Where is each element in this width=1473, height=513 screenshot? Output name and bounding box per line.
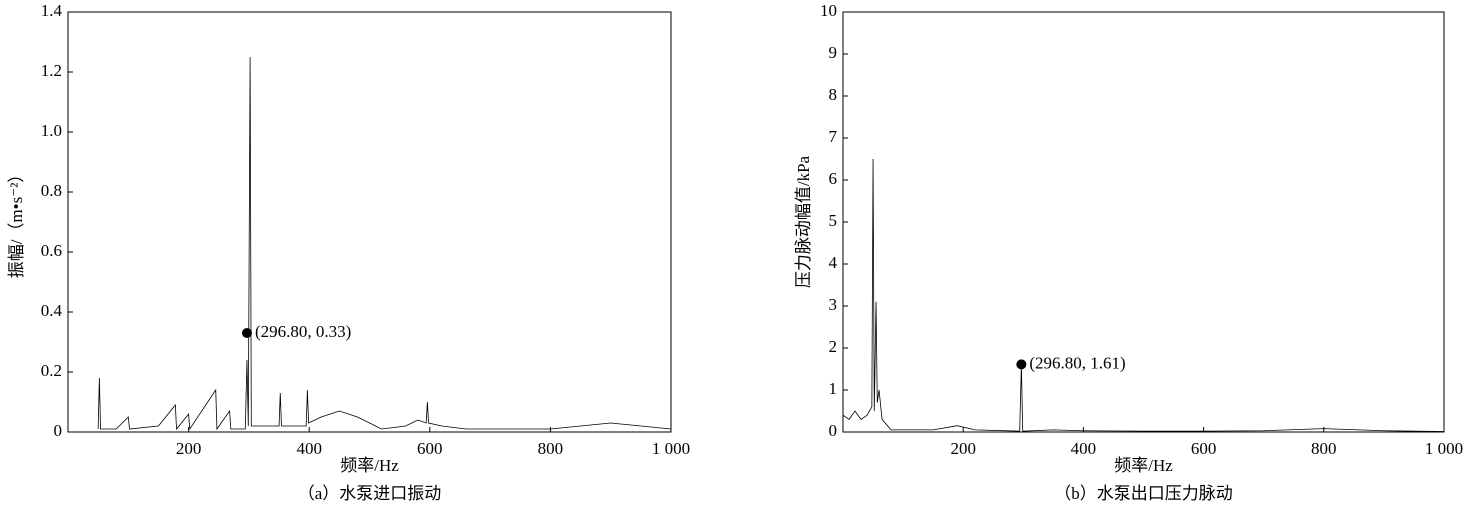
x-tick-label: 400 [1071, 439, 1097, 458]
x-tick-label: 200 [950, 439, 976, 458]
x-tick-label: 600 [1191, 439, 1217, 458]
y-tick-label: 1.4 [41, 1, 63, 20]
y-tick-label: 4 [829, 253, 838, 272]
plot-frame [67, 11, 672, 433]
spectrum-line [842, 158, 1445, 432]
caption: （b）水泵出口压力脉动 [1054, 484, 1233, 503]
y-tick-label: 7 [829, 127, 838, 146]
annotation-label: (296.80, 0.33) [255, 322, 351, 341]
y-tick-label: 6 [829, 169, 838, 188]
plot-frame [842, 11, 1445, 433]
x-tick-label: 1 000 [652, 439, 690, 458]
y-tick-label: 5 [829, 211, 838, 230]
x-axis-label: 频率/Hz [1114, 456, 1173, 475]
annotation-label: (296.80, 1.61) [1029, 353, 1125, 372]
y-tick-label: 10 [820, 1, 837, 20]
x-tick-label: 400 [296, 439, 322, 458]
y-tick-label: 8 [829, 85, 838, 104]
y-axis-label: 压力脉动幅值/kPa [794, 155, 813, 288]
y-tick-label: 9 [829, 43, 838, 62]
y-tick-label: 1.0 [41, 121, 62, 140]
y-tick-label: 0 [829, 421, 838, 440]
x-tick-label: 800 [1311, 439, 1337, 458]
x-tick-label: 1 000 [1425, 439, 1463, 458]
x-axis-label: 频率/Hz [340, 456, 399, 475]
annotation-point [241, 328, 252, 338]
y-tick-label: 2 [829, 337, 838, 356]
x-tick-label: 800 [538, 439, 564, 458]
y-axis-label: 振幅/（m•s⁻²） [7, 166, 26, 279]
y-tick-label: 0.4 [41, 301, 63, 320]
y-tick-label: 1 [829, 379, 838, 398]
annotation-point [1016, 359, 1027, 370]
caption: （a）水泵进口振动 [298, 484, 442, 503]
y-tick-label: 0 [54, 421, 63, 440]
y-tick-label: 0.8 [41, 181, 62, 200]
y-tick-label: 3 [829, 295, 838, 314]
spectrum-line [97, 56, 672, 431]
y-tick-label: 0.2 [41, 361, 62, 380]
y-tick-label: 1.2 [41, 61, 62, 80]
x-tick-label: 200 [176, 439, 202, 458]
y-tick-label: 0.6 [41, 241, 62, 260]
x-tick-label: 600 [417, 439, 443, 458]
